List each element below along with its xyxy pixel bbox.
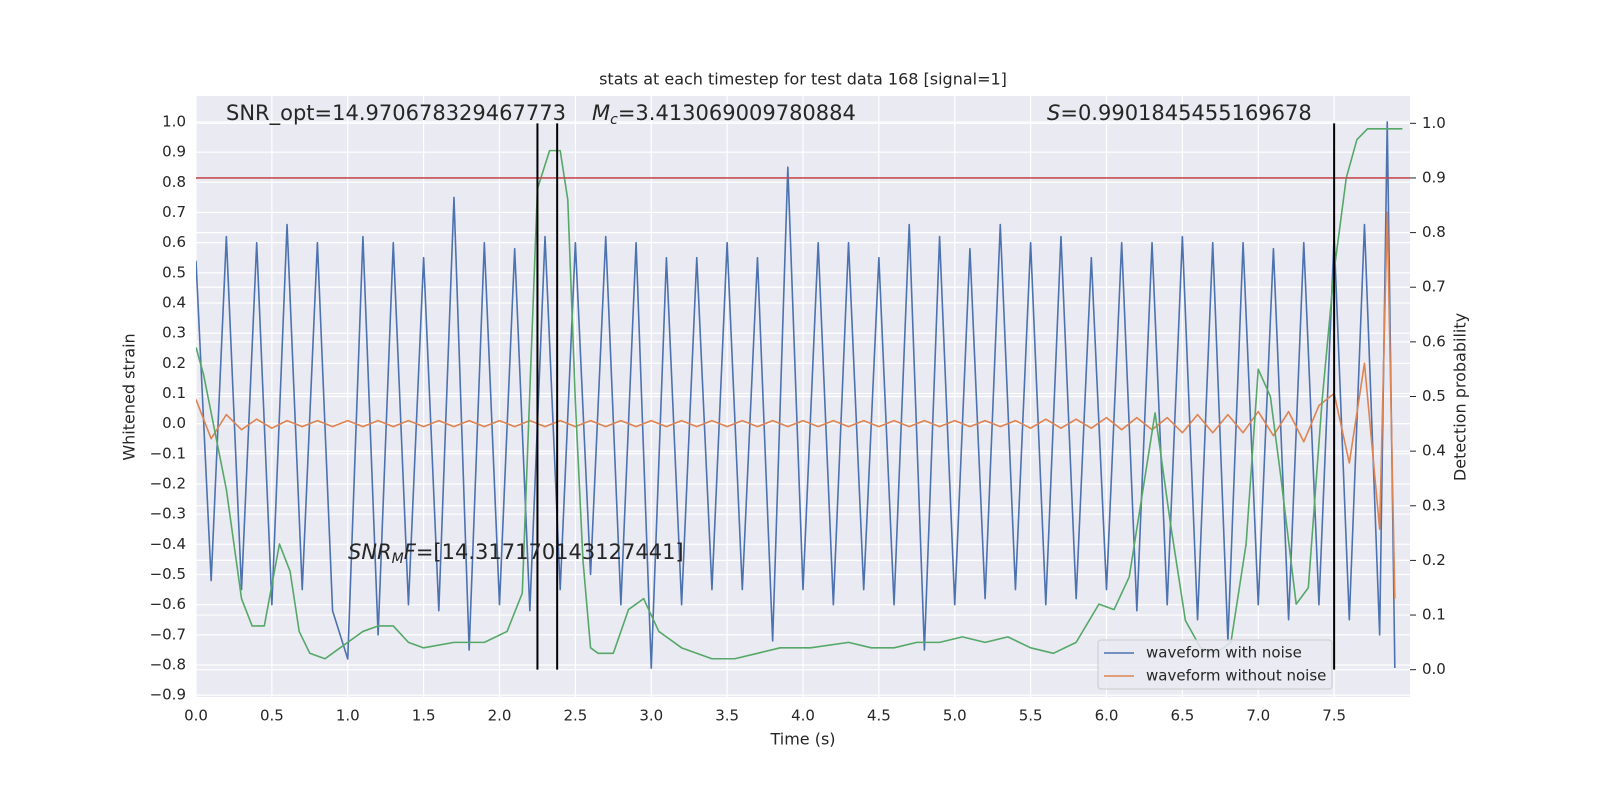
x-tick-label: 5.5: [1019, 707, 1043, 725]
legend-label: waveform with noise: [1146, 644, 1302, 662]
x-tick-label: 7.0: [1246, 707, 1270, 725]
y2-tick-label: 0.8: [1422, 223, 1446, 241]
annotation: S=0.9901845455169678: [1047, 101, 1312, 125]
annotation-part: c: [610, 112, 618, 128]
annotation-part: M: [592, 101, 610, 125]
line-series: [196, 211, 1396, 599]
plot-marks: [196, 121, 1410, 669]
y-tick-label: −0.4: [150, 535, 186, 553]
y2-axis-label: Detection probability: [1451, 313, 1470, 481]
x-tick-label: 6.0: [1095, 707, 1119, 725]
y-tick-label: 0.7: [162, 203, 186, 221]
annotation-part: SNR_opt=14.970678329467773: [226, 101, 566, 126]
x-tick-label: 4.0: [791, 707, 815, 725]
y2-tick-label: 0.2: [1422, 551, 1446, 569]
y-tick-label: −0.8: [150, 656, 186, 674]
y2-tick-label: 0.9: [1422, 168, 1446, 186]
x-tick-label: 3.0: [639, 707, 663, 725]
y-tick-label: −0.3: [150, 505, 186, 523]
annotation: SNRMF=[14.317170143127441]: [348, 540, 684, 567]
y-tick-label: −0.5: [150, 565, 186, 583]
annotation-part: S: [1047, 101, 1060, 125]
annotation: SNR_opt=14.970678329467773: [226, 101, 566, 126]
x-tick-label: 3.5: [715, 707, 739, 725]
legend-label: waveform without noise: [1146, 667, 1326, 685]
x-tick-label: 2.0: [488, 707, 512, 725]
y-tick-label: −0.2: [150, 474, 186, 492]
annotation: Mc=3.413069009780884: [592, 101, 856, 128]
x-tick-label: 2.5: [563, 707, 587, 725]
y-tick-label: 0.3: [162, 324, 186, 342]
y-tick-label: 0.0: [162, 414, 186, 432]
x-tick-label: 0.0: [184, 707, 208, 725]
y2-tick-label: 0.1: [1422, 606, 1446, 624]
line-series: [196, 127, 1403, 660]
annotation-part: =3.413069009780884: [618, 101, 856, 125]
y2-tick-label: 0.4: [1422, 442, 1446, 460]
y2-tick-label: 0.7: [1422, 278, 1446, 296]
annotation-part: =0.9901845455169678: [1060, 101, 1311, 125]
y-tick-label: 0.4: [162, 293, 186, 311]
y2-tick-label: 0.0: [1422, 660, 1446, 678]
x-axis-label: Time (s): [769, 730, 835, 749]
annotation-part: SNR: [348, 540, 392, 564]
y-tick-label: −0.9: [150, 686, 186, 704]
x-tick-label: 6.5: [1170, 707, 1194, 725]
y-tick-label: 0.1: [162, 384, 186, 402]
x-tick-label: 1.0: [336, 707, 360, 725]
line-series: [196, 121, 1396, 669]
y-tick-label: 0.5: [162, 263, 186, 281]
y-tick-label: 1.0: [162, 112, 186, 130]
x-tick-label: 5.0: [943, 707, 967, 725]
y-tick-label: 0.6: [162, 233, 186, 251]
y-tick-label: 0.9: [162, 143, 186, 161]
y-tick-label: 0.2: [162, 354, 186, 372]
y-axis-label: Whitened strain: [120, 333, 139, 460]
chart-title: stats at each timestep for test data 168…: [599, 70, 1007, 89]
x-tick-label: 0.5: [260, 707, 284, 725]
y2-tick-label: 0.6: [1422, 332, 1446, 350]
legend-frame: [1097, 639, 1333, 690]
y2-tick-label: 0.3: [1422, 496, 1446, 514]
y-tick-label: −0.7: [150, 625, 186, 643]
y-tick-label: −0.1: [150, 444, 186, 462]
y-tick-label: −0.6: [150, 595, 186, 613]
x-tick-label: 1.5: [412, 707, 436, 725]
x-tick-label: 4.5: [867, 707, 891, 725]
annotation-part: =[14.317170143127441]: [416, 540, 684, 564]
y2-tick-label: 0.5: [1422, 387, 1446, 405]
annotation-part: F: [404, 540, 417, 564]
x-tick-label: 7.5: [1322, 707, 1346, 725]
y2-tick-label: 1.0: [1422, 114, 1446, 132]
y-tick-label: 0.8: [162, 173, 186, 191]
annotation-part: M: [392, 551, 404, 567]
